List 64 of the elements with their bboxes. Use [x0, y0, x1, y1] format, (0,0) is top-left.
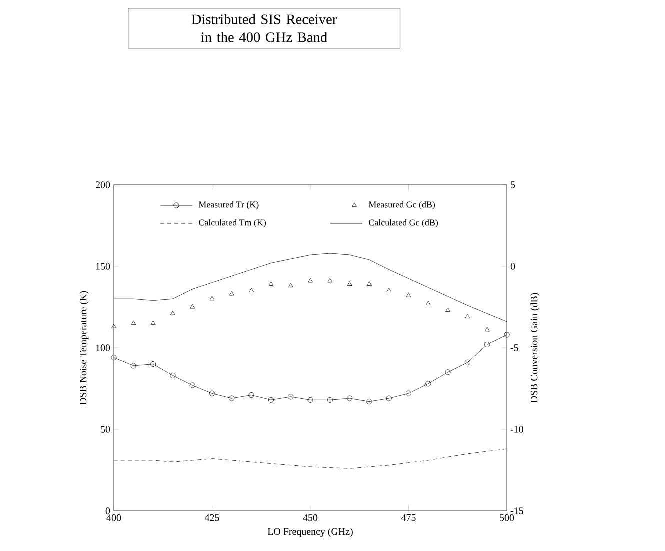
point	[406, 390, 412, 396]
point	[366, 399, 372, 405]
point	[229, 396, 235, 402]
point	[464, 360, 470, 366]
point	[445, 370, 451, 376]
y2-tick-label: -15	[510, 508, 524, 514]
point	[406, 293, 412, 298]
x-tick-label: 425	[204, 514, 220, 522]
point	[150, 320, 156, 326]
point	[130, 363, 136, 369]
point	[150, 362, 156, 368]
chart-title: Distributed SIS Receiver in the 400 GHz Band	[192, 14, 338, 42]
point	[426, 301, 431, 306]
y-tick-label: 0	[106, 508, 110, 514]
point	[248, 392, 254, 398]
point	[347, 396, 353, 402]
point	[209, 390, 216, 396]
legend-label: Measured Gc (dB)	[368, 201, 436, 210]
point	[347, 282, 352, 286]
point	[484, 342, 490, 348]
legend-label: Measured Tr (K)	[198, 201, 259, 210]
point	[288, 283, 294, 288]
point	[386, 396, 392, 402]
point	[170, 310, 176, 316]
y2-tick-label: -10	[510, 426, 524, 433]
point	[367, 282, 372, 286]
point	[190, 304, 196, 309]
point	[111, 354, 117, 361]
point	[268, 397, 274, 403]
x-tick-label: 500	[500, 514, 514, 522]
point	[249, 288, 254, 292]
x-tick-label: 475	[401, 514, 416, 522]
point	[328, 278, 333, 283]
point	[504, 332, 510, 338]
point	[131, 320, 136, 326]
point	[327, 397, 333, 403]
x-tick-label: 400	[106, 514, 122, 522]
point	[484, 327, 490, 332]
point	[112, 324, 116, 328]
point	[308, 278, 313, 283]
point	[229, 291, 234, 296]
point	[170, 372, 176, 379]
y2-tick-label: 0	[510, 263, 516, 270]
point	[308, 397, 314, 403]
point	[386, 288, 392, 292]
y-axis-title: DSB Noise Temperature (K)	[80, 291, 89, 405]
legend-label: Calculated Tm (K)	[199, 219, 266, 228]
y2-axis-title: DSB Conversion Gain (dB)	[530, 293, 540, 403]
point	[210, 296, 215, 301]
y2-tick-label: 5	[511, 182, 516, 188]
point	[465, 314, 470, 319]
y-tick-label: 100	[96, 344, 110, 352]
point	[288, 394, 294, 400]
y2-tick-label: -5	[510, 344, 518, 352]
point	[268, 282, 274, 286]
y-tick-label: 150	[96, 263, 110, 270]
y-tick-label: 50	[101, 426, 110, 433]
legend-label: Calculated Gc (dB)	[369, 219, 438, 228]
point	[446, 308, 450, 312]
y-tick-label: 200	[96, 182, 110, 188]
x-axis-title: LO Frequency (GHz)	[268, 528, 353, 538]
x-tick-label: 450	[303, 514, 318, 522]
point	[426, 381, 432, 387]
point	[190, 382, 196, 388]
